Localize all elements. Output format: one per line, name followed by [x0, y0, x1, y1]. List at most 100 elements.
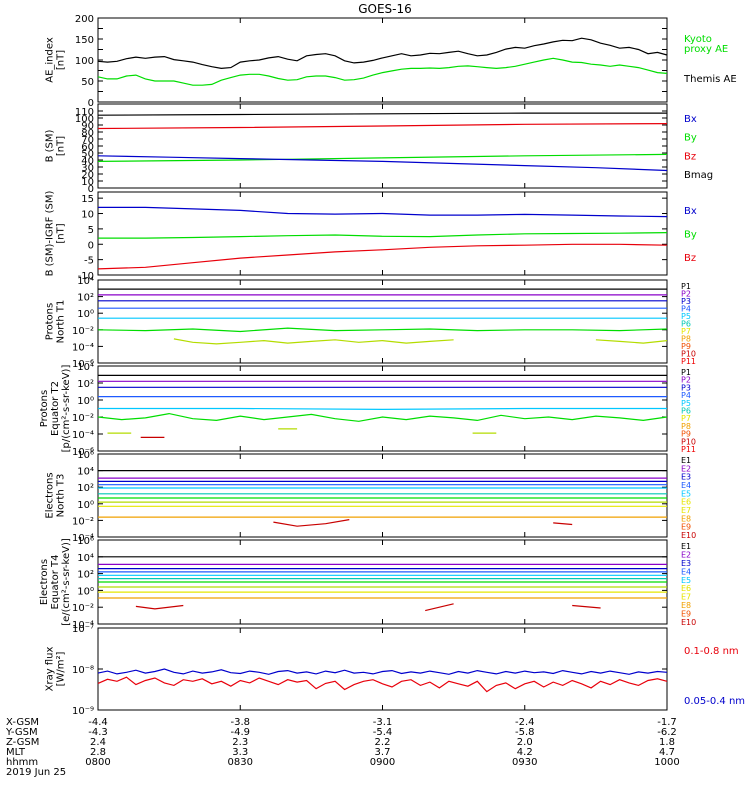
legend-entry: E10	[681, 618, 696, 627]
y-tick-label: 10⁻²	[72, 413, 94, 424]
series-pn-6	[173, 338, 454, 345]
y-tick-label: 20	[81, 170, 94, 181]
legend-entry: Bx	[684, 114, 697, 125]
series-en-10	[273, 519, 350, 527]
legend-entry: E4	[681, 567, 691, 576]
panel-bigrf: -10 -5 0 5 10 15 B (SM)-IGRF (SM) [nT] Bx By Bz	[45, 191, 697, 282]
legend-entry: E3	[681, 559, 691, 568]
y-tick-label: 10⁻⁷	[72, 624, 94, 635]
y-axis-label: North T3	[56, 474, 67, 518]
y-tick-label: 10²	[77, 570, 94, 581]
legend-entry: P6	[681, 320, 691, 329]
y-tick-label: 40	[81, 156, 94, 167]
legend-entry: P9	[681, 430, 691, 439]
x-row-value: -3.8	[230, 717, 250, 728]
series-bsm-1	[97, 123, 668, 130]
y-axis-label: [p/(cm²-s-sr-keV)]	[61, 365, 72, 453]
series-ee-10	[135, 604, 184, 610]
y-tick-label: 10⁻²	[72, 326, 94, 337]
y-axis-label: [e/(cm²-s-sr-keV)]	[61, 538, 72, 626]
series-ee-12	[572, 604, 601, 609]
x-row-value: -4.4	[88, 717, 108, 728]
legend-entry: E6	[681, 498, 691, 507]
legend-entry: P4	[681, 305, 691, 314]
panel-frame	[97, 279, 668, 364]
legend-entry: E3	[681, 473, 691, 482]
legend-entry: P4	[681, 391, 691, 400]
y-tick-label: 30	[81, 163, 94, 174]
y-tick-label: 10⁶	[77, 536, 94, 547]
y-tick-label: 0	[88, 98, 94, 109]
y-tick-label: 10²	[77, 293, 94, 304]
y-tick-label: 10	[81, 210, 94, 221]
y-tick-label: -5	[84, 256, 94, 267]
y-tick-label: 50	[81, 77, 94, 88]
y-tick-label: 10⁻⁶	[72, 359, 94, 370]
y-axis-label: Equator T4	[50, 555, 61, 610]
legend-entry: E9	[681, 523, 691, 532]
y-tick-label: 10⁴	[77, 276, 94, 287]
legend-entry: Themis AE	[683, 74, 737, 85]
y-tick-label: 0	[88, 240, 94, 251]
y-tick-label: 0	[88, 184, 94, 195]
panel-frame	[97, 103, 668, 189]
legend-entry: P8	[681, 335, 691, 344]
y-axis-label: AE_index	[45, 37, 56, 83]
y-tick-label: 10⁰	[77, 309, 94, 320]
legend-entry: P2	[681, 376, 691, 385]
x-row-value: -4.9	[230, 727, 250, 738]
x-row-label: Z-GSM	[6, 737, 39, 748]
series-ae-0	[97, 37, 668, 70]
legend-entry: P3	[681, 297, 691, 306]
x-row-value: -5.4	[373, 727, 393, 738]
series-bsm-0	[97, 112, 667, 116]
legend-entry: E10	[681, 531, 696, 540]
legend-entry: E1	[681, 542, 691, 551]
y-axis-label: Equator T2	[50, 381, 61, 436]
date-label: 2019 Jun 25	[6, 767, 66, 778]
y-axis-label: [nT]	[56, 136, 67, 156]
y-tick-label: 10⁻⁴	[72, 342, 94, 353]
series-ee-11	[425, 603, 454, 612]
panel-xray: 10⁻⁹ 10⁻⁸ 10⁻⁷ Xray flux [W/m²] 0.1-0.8 nm 0.0…	[45, 624, 746, 717]
x-row-value: -2.4	[515, 717, 535, 728]
y-tick-label: 50	[81, 149, 94, 160]
legend-entry: E8	[681, 514, 691, 523]
legend-entry: E5	[681, 489, 691, 498]
x-row-value: -5.8	[515, 727, 535, 738]
legend-entry: E7	[681, 593, 691, 602]
y-tick-label: 5	[88, 225, 94, 236]
legend-entry: Bz	[684, 253, 696, 264]
legend-entry: E4	[681, 481, 691, 490]
legend-entry: E7	[681, 506, 691, 515]
series-en-11	[553, 522, 573, 526]
y-tick-label: 10⁻⁶	[72, 447, 94, 458]
x-row-value: 4.7	[659, 747, 675, 758]
x-row-value: -4.3	[88, 727, 108, 738]
series-xray-0	[97, 668, 668, 675]
x-row-value: -1.7	[657, 717, 677, 728]
y-tick-label: 10²	[77, 379, 94, 390]
y-tick-label: 10⁴	[77, 362, 94, 373]
series-pe-4	[98, 407, 667, 411]
series-ae-1	[97, 57, 668, 86]
series-xray-1	[97, 676, 668, 693]
y-tick-label: 10⁴	[77, 553, 94, 564]
legend-entry: P7	[681, 327, 691, 336]
x-row-value: 0800	[85, 757, 110, 768]
x-row-value: 2.2	[375, 737, 391, 748]
y-tick-label: 10⁴	[77, 467, 94, 478]
y-tick-label: 80	[81, 128, 94, 139]
legend-entry: 0.1-0.8 nm	[684, 646, 739, 657]
y-axis-label: Electrons	[45, 472, 56, 518]
y-tick-label: -10	[78, 271, 94, 282]
legend-entry: E8	[681, 601, 691, 610]
series-pn-7	[595, 339, 668, 344]
panel-frame	[97, 17, 668, 103]
legend-entry: P1	[681, 282, 691, 291]
y-tick-label: 150	[75, 35, 94, 46]
y-tick-label: 100	[75, 114, 94, 125]
y-tick-label: 10	[81, 177, 94, 188]
